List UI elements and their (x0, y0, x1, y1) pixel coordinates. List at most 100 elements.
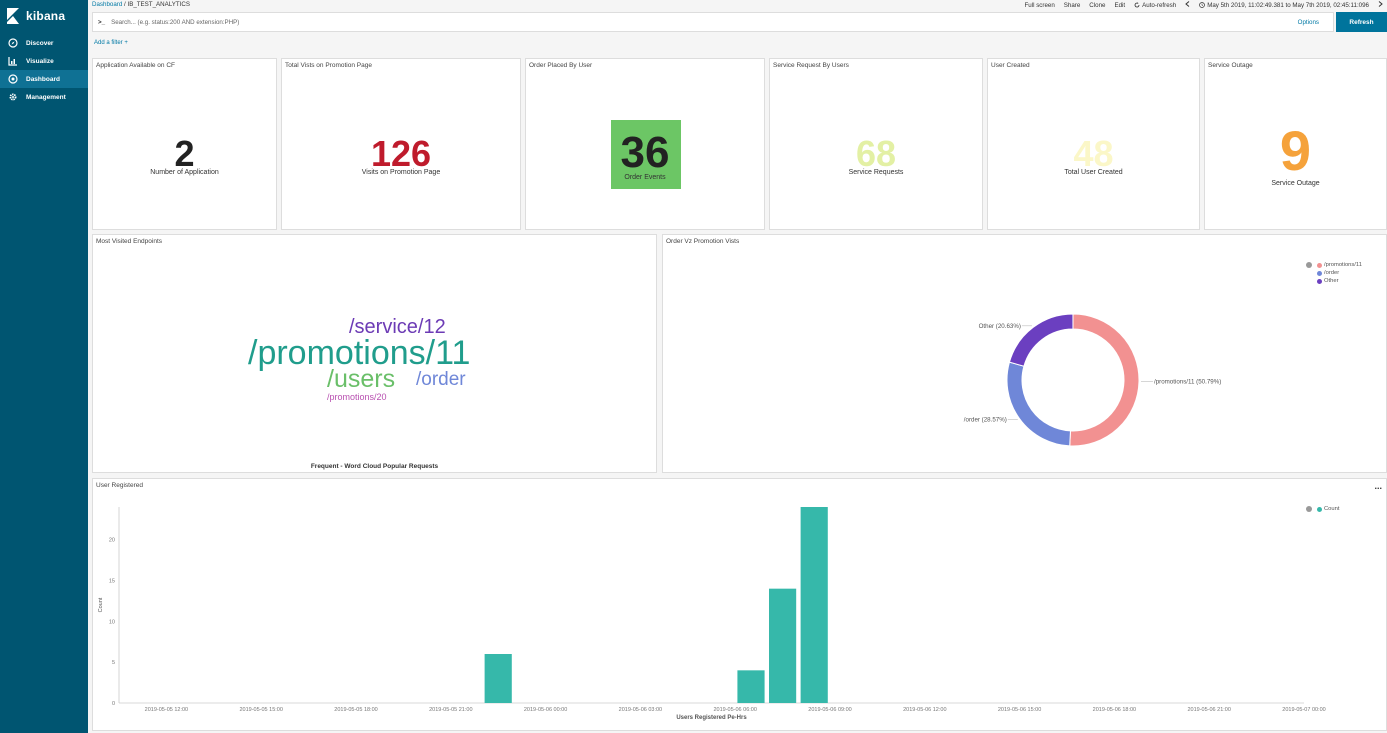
x-tick-label: 2019-05-06 03:00 (619, 707, 662, 713)
bar[interactable] (769, 588, 797, 703)
y-axis-label: Count (98, 597, 104, 612)
wordcloud-word[interactable]: /promotions/11 (248, 334, 471, 372)
donut-chart: /promotions/11 (50.79%) /order (28.57%) Ot… (964, 313, 1221, 447)
panel-title: Service Outage (1208, 62, 1253, 69)
donut-legend: /promotions/11 /order Other (1306, 261, 1362, 285)
compass-icon (8, 38, 18, 48)
legend-item[interactable]: /promotions/11 (1306, 261, 1362, 269)
x-tick-label: 2019-05-06 18:00 (1093, 707, 1136, 713)
search-bar[interactable]: >_ Search... (e.g. status:200 AND extens… (92, 12, 1334, 32)
dashboard-icon (8, 74, 18, 84)
x-tick-label: 2019-05-06 00:00 (524, 707, 567, 713)
slice-label: /promotions/11 (50.79%) (1154, 379, 1221, 386)
time-next-button[interactable] (1378, 1, 1383, 9)
legend-item[interactable]: /order (1306, 269, 1362, 277)
x-tick-label: 2019-05-06 21:00 (1187, 707, 1230, 713)
time-range-label: May 5th 2019, 11:02:49.381 to May 7th 20… (1207, 1, 1369, 9)
panel-title: Total Vists on Promotion Page (285, 62, 372, 69)
metric-panel-applications: Application Available on CF 2 Number of … (92, 58, 277, 230)
donut-slice[interactable] (1008, 313, 1074, 367)
gear-icon (9, 93, 17, 101)
metric-panel-service-outage: Service Outage 9 Service Outage (1204, 58, 1387, 230)
wordcloud-word[interactable]: /users (327, 365, 396, 393)
breadcrumb-dashboard-link[interactable]: Dashboard (92, 1, 123, 8)
sidebar: kibana Discover Visualize Dashboard Mana… (0, 0, 88, 733)
metric-value: 36 (620, 128, 670, 177)
top-actions: Full screen Share Clone Edit Auto-refres… (1025, 1, 1383, 9)
x-tick-label: 2019-05-06 09:00 (808, 707, 851, 713)
slice-label: /order (28.57%) (964, 417, 1007, 424)
refresh-icon (1134, 2, 1140, 8)
legend-item[interactable]: Other (1306, 277, 1362, 285)
bar-legend: Count (1306, 505, 1339, 513)
search-input[interactable]: Search... (e.g. status:200 AND extension… (111, 18, 240, 26)
time-range-picker[interactable]: May 5th 2019, 11:02:49.381 to May 7th 20… (1199, 2, 1369, 9)
add-filter-button[interactable]: Add a filter + (94, 40, 128, 46)
bar[interactable] (800, 507, 828, 703)
legend-label: Count (1324, 506, 1340, 512)
x-tick-label: 2019-05-06 06:00 (713, 707, 756, 713)
bar-chart-icon (8, 57, 17, 66)
metric-label: Service Outage (1271, 180, 1320, 187)
bar[interactable] (484, 654, 512, 703)
full-screen-button[interactable]: Full screen (1024, 1, 1055, 9)
sidebar-item-label: Discover (26, 39, 54, 47)
breadcrumb-current: IB_TEST_ANALYTICS (127, 1, 190, 8)
legend-label: /order (1324, 270, 1340, 276)
chevron-left-icon (1185, 1, 1190, 7)
main-content: Dashboard / IB_TEST_ANALYTICS Full scree… (88, 0, 1387, 733)
refresh-button[interactable]: Refresh (1336, 12, 1387, 32)
legend-toggle-icon[interactable] (1306, 506, 1312, 512)
panel-title: Order Vz Promotion Vists (666, 238, 740, 245)
wordcloud-word[interactable]: /service/12 (349, 316, 446, 338)
clone-button[interactable]: Clone (1089, 1, 1106, 9)
y-tick-label: 0 (112, 701, 115, 707)
donut-slice[interactable] (1006, 361, 1071, 447)
x-tick-label: 2019-05-05 15:00 (239, 707, 282, 713)
legend-item[interactable]: Count (1306, 505, 1339, 513)
sidebar-item-visualize[interactable]: Visualize (0, 52, 88, 70)
y-tick-label: 20 (109, 538, 115, 544)
kibana-logo-icon (7, 8, 19, 24)
legend-dot (1317, 262, 1322, 268)
metric-label: Number of Application (150, 169, 219, 176)
donut-slice[interactable] (1069, 313, 1140, 447)
x-tick-label: 2019-05-05 18:00 (334, 707, 377, 713)
legend-label: /promotions/11 (1324, 262, 1362, 268)
sidebar-item-dashboard[interactable]: Dashboard (0, 70, 88, 88)
wordcloud-word[interactable]: /promotions/20 (327, 392, 387, 402)
auto-refresh-button[interactable]: Auto-refresh (1134, 2, 1176, 9)
wordcloud-word[interactable]: /order (416, 369, 466, 390)
panel-title: Most Visited Endpoints (96, 238, 162, 245)
bar[interactable] (737, 670, 765, 703)
panel-menu-button[interactable]: ... (1374, 481, 1382, 491)
sidebar-item-label: Management (26, 93, 66, 101)
metric-value: 48 (1073, 133, 1114, 174)
auto-refresh-label: Auto-refresh (1142, 1, 1177, 9)
legend-toggle-icon[interactable] (1306, 262, 1312, 268)
breadcrumb-separator: / (124, 1, 126, 8)
panel-title: Service Request By Users (773, 62, 849, 69)
x-tick-label: 2019-05-06 12:00 (903, 707, 946, 713)
x-tick-label: 2019-05-05 21:00 (429, 707, 472, 713)
options-button[interactable]: Options (1297, 19, 1319, 26)
search-prompt-icon: >_ (98, 18, 106, 26)
panel-title: User Created (991, 62, 1030, 69)
sidebar-item-management[interactable]: Management (0, 88, 88, 106)
metric-label: Order Events (624, 174, 666, 181)
wordcloud-panel: Most Visited Endpoints /service/12 /prom… (92, 234, 657, 473)
sidebar-item-label: Visualize (26, 57, 54, 65)
brand[interactable]: kibana (0, 0, 88, 32)
metric-value: 68 (855, 133, 897, 174)
chevron-right-icon (1378, 1, 1383, 7)
legend-dot (1317, 270, 1322, 276)
time-prev-button[interactable] (1185, 1, 1190, 9)
sidebar-item-discover[interactable]: Discover (0, 34, 88, 52)
breadcrumb: Dashboard / IB_TEST_ANALYTICS (92, 1, 190, 8)
metric-panel-service-requests: Service Request By Users 68 Service Requ… (769, 58, 983, 230)
x-tick-label: 2019-05-05 12:00 (145, 707, 188, 713)
clock-icon (1199, 2, 1206, 8)
share-button[interactable]: Share (1063, 1, 1081, 9)
slice-label: Other (20.63%) (979, 323, 1021, 330)
edit-button[interactable]: Edit (1114, 1, 1126, 9)
